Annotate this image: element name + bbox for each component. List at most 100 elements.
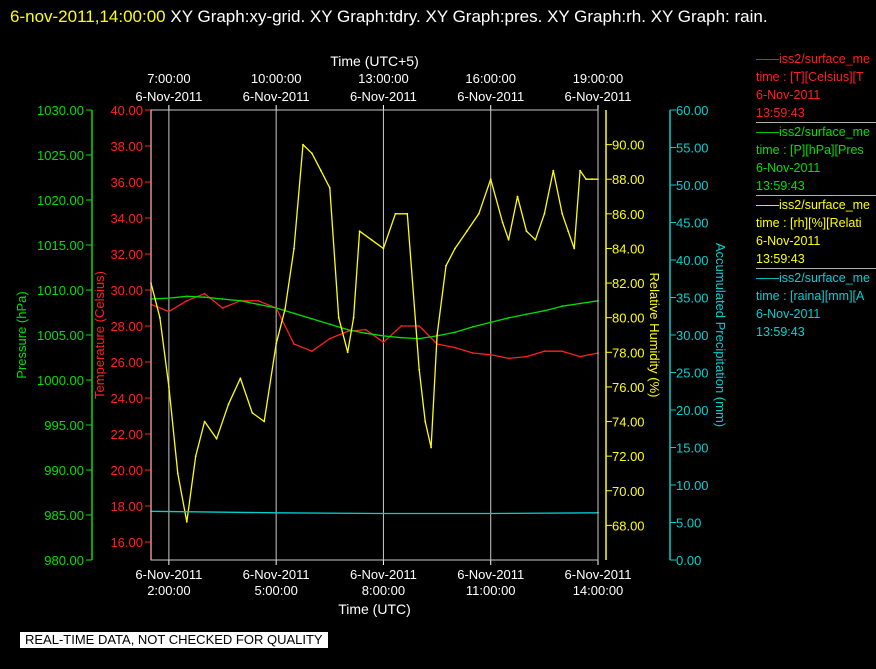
- temperature-tick-label: 32.00: [110, 247, 143, 262]
- pressure-data-point: [311, 317, 313, 320]
- pressure-data-point: [489, 321, 492, 324]
- humidity-data-point: [293, 247, 295, 250]
- legend: iss2/surface_me time : [T][Celsius][T 6-…: [756, 50, 876, 341]
- humidity-data-point: [194, 455, 197, 458]
- precipitation-tick-label: 35.00: [676, 291, 709, 306]
- humidity-data-point: [466, 230, 468, 233]
- pressure-data-point: [239, 299, 242, 302]
- humidity-data-point: [251, 412, 254, 414]
- legend-date: 6-Nov-2011: [756, 161, 821, 175]
- humidity-data-point: [445, 264, 447, 267]
- temperature-data-point: [489, 353, 492, 356]
- pressure-data-point: [400, 336, 403, 339]
- pressure-tick-label: 995.00: [44, 418, 84, 433]
- legend-series-name: iss2/surface_me: [756, 50, 876, 68]
- header-graph-list: XY Graph:xy-grid. XY Graph:tdry. XY Grap…: [170, 7, 768, 26]
- humidity-data-point: [477, 212, 480, 215]
- x-tick-date: 6-Nov-2011: [243, 567, 310, 582]
- humidity-data-point: [346, 351, 349, 354]
- legend-entry-temperature: iss2/surface_me time : [T][Celsius][T 6-…: [756, 50, 876, 123]
- x-tick-time: 5:00:00: [254, 583, 297, 598]
- humidity-data-point: [585, 178, 587, 181]
- precipitation-tick-label: 50.00: [676, 178, 709, 193]
- legend-series-desc: time : [raina][mm][A: [756, 289, 865, 303]
- temperature-axis-label: Temperature (Celsius): [92, 271, 107, 399]
- x-axis-label: Time (UTC): [338, 601, 411, 617]
- humidity-data-point: [185, 521, 188, 523]
- humidity-tick-label: 74.00: [612, 415, 645, 430]
- humidity-tick-label: 78.00: [612, 345, 645, 360]
- temperature-data-point: [311, 350, 313, 353]
- humidity-data-point: [507, 238, 510, 241]
- legend-series-desc: time : [rh][%][Relati: [756, 216, 862, 230]
- series-layer: [150, 143, 599, 523]
- precipitation-data-point: [489, 512, 492, 515]
- top-tick-date: 6-Nov-2011: [350, 89, 417, 104]
- temperature-tick-label: 28.00: [110, 319, 143, 334]
- humidity-data-point: [311, 152, 313, 155]
- legend-series-name: iss2/surface_me: [756, 269, 876, 287]
- pressure-tick-label: 985.00: [44, 508, 84, 523]
- humidity-series-line: [150, 143, 598, 523]
- pressure-data-point: [221, 298, 224, 300]
- temperature-tick-label: 26.00: [110, 355, 143, 370]
- pressure-data-point: [328, 323, 331, 326]
- humidity-data-point: [382, 247, 385, 250]
- precipitation-series-line: [150, 510, 599, 515]
- top-tick-date: 6-Nov-2011: [565, 89, 632, 104]
- humidity-data-point: [263, 420, 266, 423]
- pressure-data-point: [293, 312, 295, 315]
- pressure-tick-label: 990.00: [44, 463, 84, 478]
- humidity-data-point: [543, 212, 546, 215]
- x-tick-time: 2:00:00: [147, 583, 190, 598]
- humidity-data-point: [552, 169, 555, 172]
- humidity-data-point: [284, 308, 286, 310]
- humidity-data-point: [275, 342, 278, 345]
- temperature-tick-label: 40.00: [110, 103, 143, 118]
- temperature-data-point: [471, 352, 474, 354]
- humidity-tick-label: 80.00: [612, 311, 645, 326]
- top-tick-date: 6-Nov-2011: [457, 89, 524, 104]
- top-axis-label: Time (UTC+5): [330, 53, 419, 69]
- x-tick-date: 6-Nov-2011: [457, 567, 524, 582]
- legend-series-desc: time : [P][hPa][Pres: [756, 143, 864, 157]
- temperature-data-point: [561, 350, 564, 353]
- legend-time: 13:59:43: [756, 179, 805, 193]
- temperature-data-point: [203, 292, 206, 295]
- pressure-tick-label: 1020.00: [37, 193, 84, 208]
- pressure-tick-label: 1025.00: [37, 148, 84, 163]
- humidity-data-point: [534, 238, 537, 241]
- precipitation-tick-label: 60.00: [676, 103, 709, 118]
- humidity-data-point: [159, 316, 161, 319]
- temperature-data-point: [328, 337, 331, 340]
- humidity-tick-label: 72.00: [612, 449, 645, 464]
- humidity-data-point: [227, 403, 230, 406]
- humidity-data-point: [418, 368, 421, 371]
- legend-time: 13:59:43: [756, 106, 805, 120]
- pressure-data-point: [507, 317, 510, 319]
- pressure-data-point: [543, 309, 546, 312]
- temperature-data-point: [221, 307, 224, 309]
- pressure-data-point: [418, 337, 421, 340]
- legend-entry-precipitation: iss2/surface_me time : [raina][mm][A 6-N…: [756, 269, 876, 341]
- pressure-data-point: [561, 305, 564, 308]
- humidity-tick-label: 70.00: [612, 484, 645, 499]
- legend-entry-pressure: iss2/surface_me time : [P][hPa][Pres 6-N…: [756, 123, 876, 196]
- humidity-data-point: [328, 187, 331, 189]
- humidity-data-point: [406, 212, 409, 215]
- temperature-data-point: [579, 355, 581, 358]
- pressure-tick-label: 1010.00: [37, 283, 84, 298]
- pressure-data-point: [364, 332, 367, 335]
- humidity-data-point: [358, 230, 361, 233]
- precipitation-data-point: [382, 512, 385, 515]
- pressure-tick-label: 1005.00: [37, 328, 84, 343]
- temperature-tick-label: 18.00: [110, 499, 143, 514]
- humidity-axis-label: Relative Humidity (%): [647, 273, 662, 398]
- precipitation-tick-label: 25.00: [676, 366, 709, 381]
- temperature-series-line: [150, 292, 599, 360]
- pressure-tick-label: 1030.00: [37, 103, 84, 118]
- pressure-tick-label: 1015.00: [37, 238, 84, 253]
- humidity-data-point: [370, 238, 373, 241]
- pressure-data-point: [382, 335, 385, 337]
- top-tick-time: 13:00:00: [358, 71, 409, 86]
